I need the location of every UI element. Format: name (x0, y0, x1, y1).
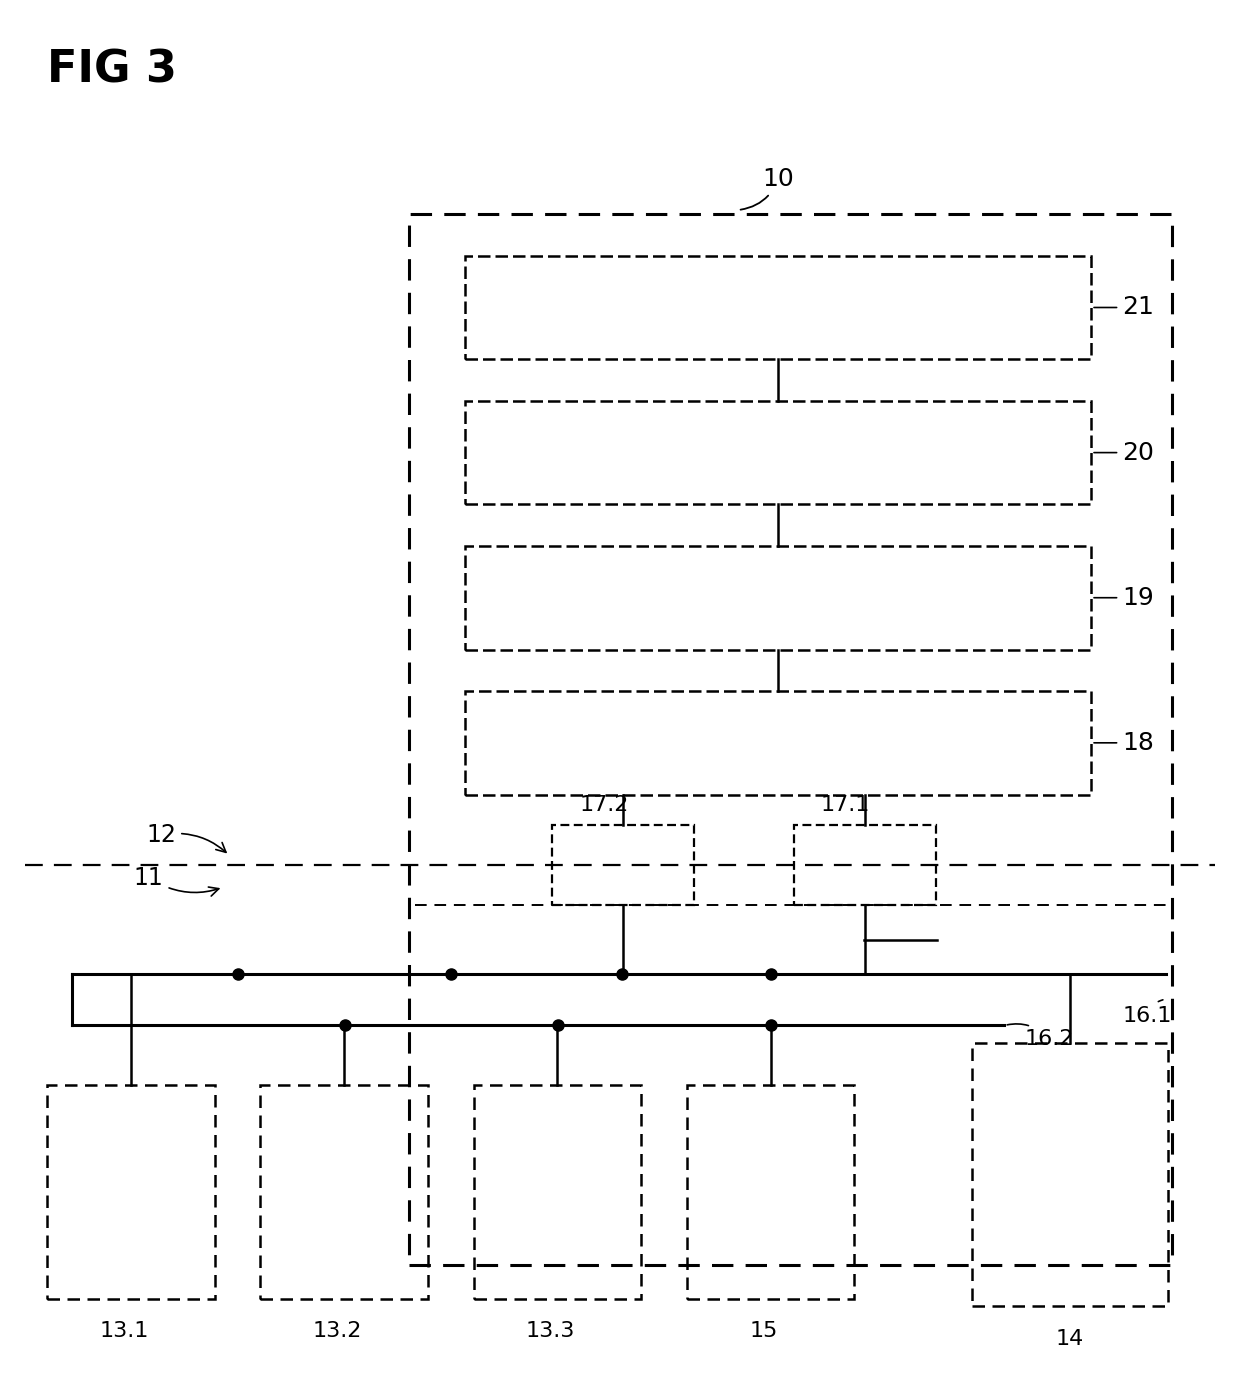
Bar (409, 214, 1172, 1265)
Text: FIG 3: FIG 3 (47, 48, 177, 91)
Bar (47, 1085, 215, 1299)
Text: 20: 20 (1094, 441, 1154, 464)
Bar (465, 546, 1091, 650)
Bar (465, 691, 1091, 795)
Text: 13.3: 13.3 (526, 1321, 575, 1341)
Text: 10: 10 (740, 167, 795, 210)
Text: 13.1: 13.1 (99, 1321, 149, 1341)
Bar (794, 825, 936, 905)
Bar (687, 1085, 854, 1299)
Text: 18: 18 (1094, 731, 1154, 755)
Text: 16.1: 16.1 (1122, 999, 1172, 1025)
Text: 19: 19 (1094, 586, 1154, 609)
Text: 15: 15 (750, 1321, 777, 1341)
Bar (552, 825, 694, 905)
Text: 21: 21 (1094, 296, 1154, 319)
Bar (972, 1043, 1168, 1306)
Text: 11: 11 (134, 865, 218, 896)
Text: 14: 14 (1056, 1329, 1084, 1349)
Text: 16.2: 16.2 (1007, 1024, 1074, 1049)
Text: 17.2: 17.2 (579, 796, 629, 815)
Bar (260, 1085, 428, 1299)
Bar (474, 1085, 641, 1299)
Text: 17.1: 17.1 (821, 796, 870, 815)
Bar (465, 256, 1091, 359)
Bar (465, 401, 1091, 504)
Text: 12: 12 (146, 822, 226, 853)
Text: 13.2: 13.2 (312, 1321, 362, 1341)
